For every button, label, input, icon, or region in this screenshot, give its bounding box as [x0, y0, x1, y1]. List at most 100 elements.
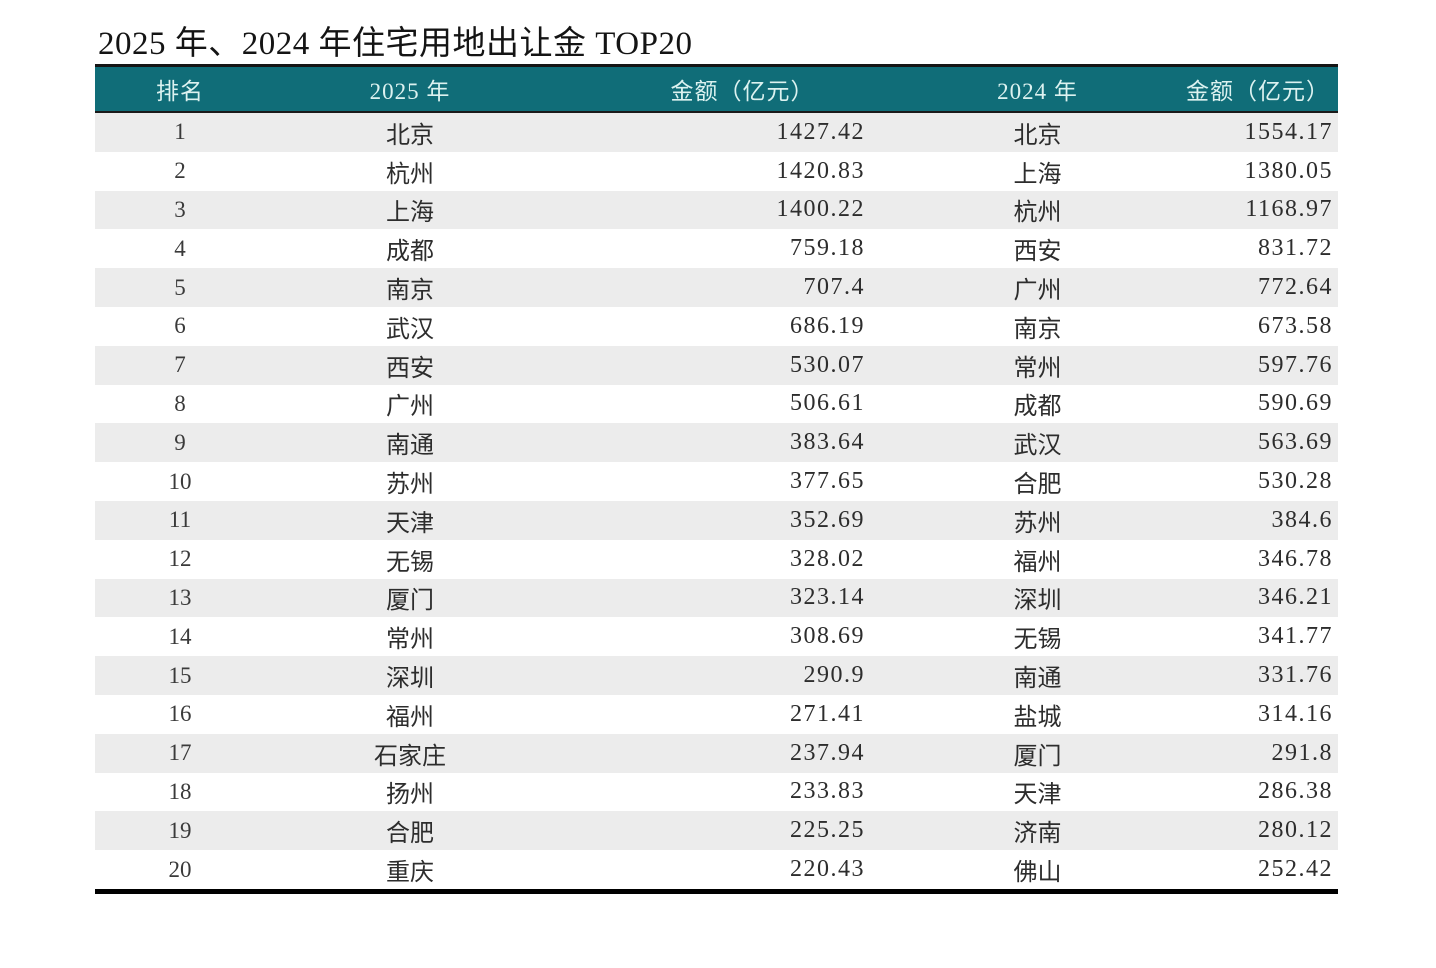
table-row: 12 无锡 328.02 福州 346.78	[95, 539, 1338, 579]
col-header-city-2024: 2024 年	[930, 65, 1145, 113]
rank-cell: 8	[174, 390, 186, 416]
amount-2024-cell: 331.76	[1258, 662, 1333, 689]
rank-cell: 15	[168, 662, 192, 688]
amount-2024-cell: 673.58	[1258, 312, 1333, 339]
city-2024-cell: 盐城	[1013, 704, 1062, 731]
table-row: 16 福州 271.41 盐城 314.16	[95, 694, 1338, 734]
city-2025-cell: 苏州	[386, 472, 434, 499]
city-2024-cell: 西安	[1013, 239, 1062, 266]
city-2025-cell: 杭州	[386, 161, 434, 188]
amount-2024-cell: 346.78	[1258, 545, 1333, 572]
city-2024-cell: 杭州	[1013, 200, 1062, 227]
amount-2025-cell: 707.4	[803, 274, 865, 301]
land-sales-table: 排名 2025 年 金额（亿元） 2024 年 金额（亿元） 1 北京 1427.4…	[95, 64, 1338, 894]
rank-cell: 9	[174, 429, 186, 455]
col-header-amount-2024: 金额（亿元）	[1145, 65, 1338, 113]
table-row: 13 厦门 323.14 深圳 346.21	[95, 578, 1338, 618]
table-row: 4 成都 759.18 西安 831.72	[95, 229, 1338, 269]
rank-cell: 11	[168, 507, 192, 533]
table-row: 17 石家庄 237.94 厦门 291.8	[95, 733, 1338, 773]
table-header-row: 排名 2025 年 金额（亿元） 2024 年 金额（亿元）	[95, 65, 1338, 113]
amount-2025-cell: 1420.83	[776, 157, 865, 184]
col-header-city-2025: 2025 年	[265, 65, 555, 113]
city-2025-cell: 上海	[386, 200, 434, 227]
table-row: 8 广州 506.61 成都 590.69	[95, 384, 1338, 424]
city-2024-cell: 无锡	[1013, 627, 1062, 654]
col-header-amount-2025: 金额（亿元）	[555, 65, 930, 113]
city-2024-cell: 济南	[1013, 821, 1062, 848]
rank-cell: 14	[168, 623, 192, 649]
amount-2024-cell: 1380.05	[1244, 157, 1333, 184]
city-2025-cell: 合肥	[386, 821, 434, 848]
amount-2025-cell: 323.14	[790, 584, 865, 611]
city-2024-cell: 上海	[1013, 161, 1062, 188]
amount-2025-cell: 237.94	[790, 739, 865, 766]
table-row: 15 深圳 290.9 南通 331.76	[95, 656, 1338, 695]
rank-cell: 16	[168, 701, 192, 727]
rank-cell: 12	[168, 546, 192, 572]
table-row: 10 苏州 377.65 合肥 530.28	[95, 462, 1338, 501]
amount-2025-cell: 225.25	[790, 817, 865, 844]
page-title: 2025 年、2024 年住宅用地出让金 TOP20	[98, 26, 693, 62]
table-row: 9 南通 383.64 武汉 563.69	[95, 423, 1338, 463]
rank-cell: 4	[174, 235, 186, 261]
city-2025-cell: 广州	[386, 394, 434, 421]
amount-2024-cell: 831.72	[1258, 235, 1333, 262]
city-2025-cell: 深圳	[386, 666, 434, 693]
city-2024-cell: 武汉	[1013, 433, 1062, 460]
amount-2025-cell: 220.43	[790, 856, 865, 883]
amount-2024-cell: 341.77	[1258, 623, 1333, 650]
city-2025-cell: 北京	[386, 122, 434, 149]
city-2024-cell: 福州	[1013, 549, 1062, 576]
amount-2024-cell: 314.16	[1258, 700, 1333, 727]
amount-2024-cell: 590.69	[1258, 390, 1333, 417]
table-row: 5 南京 707.4 广州 772.64	[95, 268, 1338, 307]
rank-cell: 10	[168, 468, 192, 494]
amount-2024-cell: 252.42	[1258, 856, 1333, 883]
amount-2025-cell: 377.65	[790, 468, 865, 495]
amount-2025-cell: 1400.22	[776, 196, 865, 223]
city-2025-cell: 西安	[386, 355, 434, 382]
table-row: 19 合肥 225.25 济南 280.12	[95, 811, 1338, 851]
table-row: 2 杭州 1420.83 上海 1380.05	[95, 151, 1338, 191]
amount-2024-cell: 1554.17	[1244, 118, 1333, 145]
city-2025-cell: 天津	[386, 510, 434, 537]
amount-2025-cell: 530.07	[790, 351, 865, 378]
city-2025-cell: 厦门	[386, 588, 434, 615]
table-row: 20 重庆 220.43 佛山 252.42	[95, 850, 1338, 892]
city-2024-cell: 广州	[1013, 278, 1062, 305]
amount-2025-cell: 308.69	[790, 623, 865, 650]
amount-2025-cell: 233.83	[790, 778, 865, 805]
city-2024-cell: 合肥	[1013, 472, 1062, 499]
rank-cell: 3	[174, 196, 186, 222]
rank-cell: 18	[168, 778, 192, 804]
amount-2024-cell: 530.28	[1258, 468, 1333, 495]
amount-2024-cell: 280.12	[1258, 817, 1333, 844]
city-2025-cell: 常州	[386, 627, 434, 654]
city-2024-cell: 佛山	[1013, 860, 1062, 887]
table-row: 14 常州 308.69 无锡 341.77	[95, 617, 1338, 657]
city-2025-cell: 重庆	[386, 860, 434, 887]
table-row: 7 西安 530.07 常州 597.76	[95, 345, 1338, 385]
amount-2025-cell: 506.61	[790, 390, 865, 417]
city-2024-cell: 成都	[1013, 394, 1062, 421]
rank-cell: 1	[174, 119, 186, 145]
table-row: 18 扬州 233.83 天津 286.38	[95, 772, 1338, 812]
amount-2025-cell: 383.64	[790, 429, 865, 456]
rank-cell: 7	[174, 352, 186, 378]
amount-2025-cell: 759.18	[790, 235, 865, 262]
amount-2025-cell: 290.9	[803, 662, 865, 689]
amount-2024-cell: 563.69	[1258, 429, 1333, 456]
amount-2025-cell: 1427.42	[776, 118, 865, 145]
city-2025-cell: 南京	[386, 278, 434, 305]
amount-2024-cell: 1168.97	[1245, 196, 1333, 223]
city-2024-cell: 天津	[1013, 782, 1062, 809]
city-2024-cell: 厦门	[1013, 743, 1062, 770]
amount-2024-cell: 384.6	[1271, 506, 1333, 533]
amount-2024-cell: 346.21	[1258, 584, 1333, 611]
rank-cell: 19	[168, 817, 192, 843]
city-2024-cell: 深圳	[1013, 588, 1062, 615]
city-2025-cell: 武汉	[386, 316, 434, 343]
table-row: 1 北京 1427.42 北京 1554.17	[95, 112, 1338, 152]
